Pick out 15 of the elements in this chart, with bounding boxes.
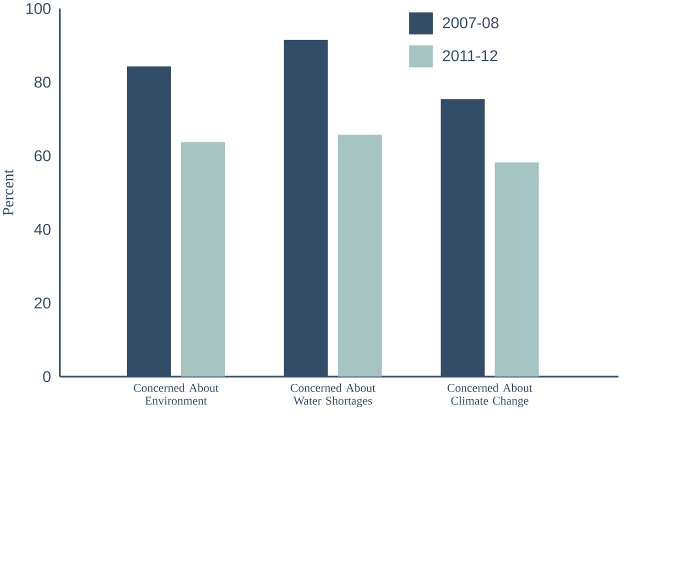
y-tick-label: 40 [34,224,51,236]
y-axis-title: Percent [3,169,14,216]
bar [338,134,382,377]
bar [181,142,225,377]
bar [494,162,539,377]
y-tick-label: 0 [43,371,51,382]
y-tick-label: 100 [26,3,51,14]
y-tick-label: 80 [34,76,51,88]
x-tick-label: Concerned About Water Shortages [290,384,376,408]
x-tick-label: Concerned About Environment [134,384,219,405]
y-tick-label: 60 [34,150,51,162]
y-tick-label: 20 [34,298,51,309]
legend-label: 2011-12 [442,50,498,62]
x-tick-label: Concerned About Climate Change [448,384,532,408]
legend-label: 2007-08 [442,17,498,28]
